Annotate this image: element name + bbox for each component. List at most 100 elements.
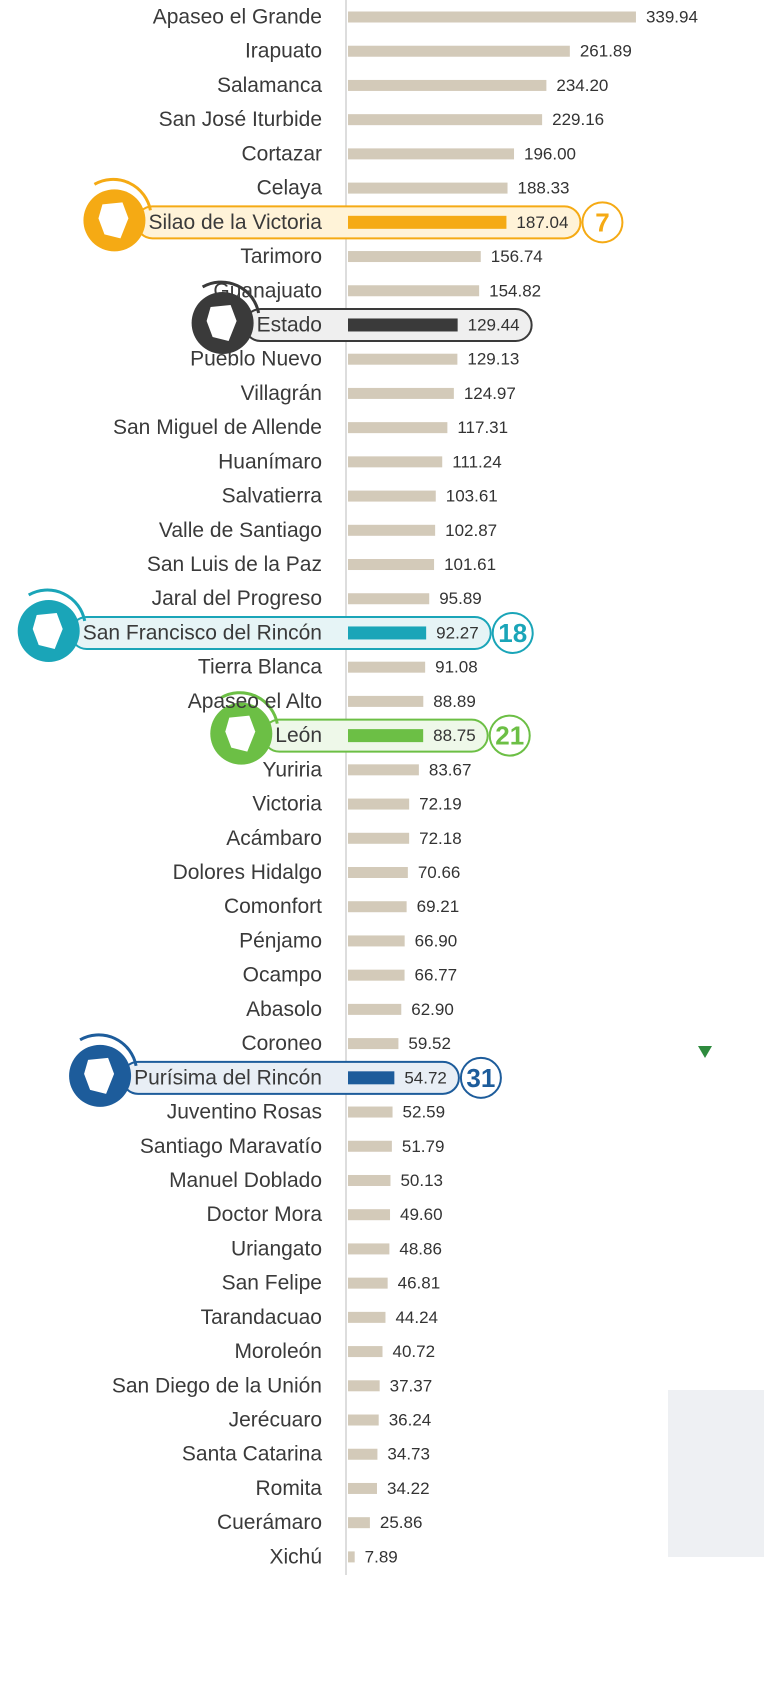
category-label: San Luis de la Paz bbox=[147, 553, 322, 576]
value-label: 69.21 bbox=[417, 897, 460, 916]
category-label: Villagrán bbox=[241, 382, 322, 405]
value-label: 154.82 bbox=[489, 281, 541, 300]
category-label: Victoria bbox=[252, 793, 322, 816]
value-label: 37.37 bbox=[390, 1376, 433, 1395]
bar bbox=[348, 1003, 402, 1015]
value-label: 72.18 bbox=[419, 829, 462, 848]
value-label: 70.66 bbox=[418, 863, 461, 882]
category-label: San Miguel de Allende bbox=[113, 416, 322, 439]
category-label: Coroneo bbox=[241, 1032, 322, 1055]
value-label: 88.75 bbox=[433, 726, 476, 745]
icon-arc bbox=[220, 691, 279, 724]
bar bbox=[348, 798, 410, 810]
category-label: Pénjamo bbox=[239, 929, 322, 952]
category-label: Celaya bbox=[257, 177, 323, 200]
value-label: 34.22 bbox=[387, 1479, 430, 1498]
category-label: Comonfort bbox=[224, 895, 322, 918]
category-label: Xichú bbox=[269, 1545, 322, 1568]
category-label: Salvatierra bbox=[222, 485, 323, 508]
category-label: Ocampo bbox=[243, 964, 322, 987]
category-label: Estado bbox=[257, 313, 322, 336]
value-label: 339.94 bbox=[646, 8, 698, 27]
value-label: 124.97 bbox=[464, 384, 516, 403]
bar bbox=[348, 1071, 395, 1085]
value-label: 88.89 bbox=[433, 692, 476, 711]
bar bbox=[348, 215, 507, 229]
value-label: 103.61 bbox=[446, 487, 498, 506]
value-label: 95.89 bbox=[439, 589, 482, 608]
category-label: León bbox=[275, 724, 322, 747]
bar bbox=[348, 661, 426, 673]
bar bbox=[348, 182, 508, 194]
value-label: 54.72 bbox=[404, 1068, 447, 1087]
category-label: San Francisco del Rincón bbox=[83, 621, 322, 644]
bar bbox=[348, 1209, 391, 1221]
bar bbox=[348, 1517, 370, 1529]
category-label: Silao de la Victoria bbox=[148, 211, 322, 234]
icon-shape bbox=[206, 304, 237, 341]
value-label: 44.24 bbox=[395, 1308, 438, 1327]
value-label: 111.24 bbox=[452, 452, 501, 471]
category-label: Apaseo el Grande bbox=[153, 6, 322, 29]
value-label: 66.77 bbox=[415, 966, 458, 985]
rank-label: 7 bbox=[595, 207, 609, 237]
category-label: Jaral del Progreso bbox=[152, 587, 322, 610]
value-label: 50.13 bbox=[400, 1171, 443, 1190]
category-label: Purísima del Rincón bbox=[134, 1066, 322, 1089]
icon-arc bbox=[93, 177, 152, 211]
icon-shape bbox=[225, 715, 256, 752]
rank-label: 18 bbox=[498, 618, 527, 648]
bar bbox=[348, 11, 636, 23]
rank-label: 31 bbox=[466, 1063, 495, 1093]
bar bbox=[348, 832, 410, 844]
bar bbox=[348, 1414, 379, 1426]
value-label: 52.59 bbox=[403, 1103, 446, 1122]
category-label: Tarandacuao bbox=[201, 1306, 322, 1329]
bar bbox=[348, 1380, 380, 1392]
icon-arc bbox=[201, 280, 261, 314]
bar bbox=[348, 1038, 399, 1050]
bar bbox=[348, 79, 547, 91]
bar bbox=[348, 935, 405, 947]
bar bbox=[348, 318, 458, 332]
category-label: Romita bbox=[255, 1477, 322, 1500]
bar bbox=[348, 1140, 392, 1152]
category-label: Huanímaro bbox=[218, 450, 322, 473]
bar bbox=[348, 1346, 383, 1358]
bar bbox=[348, 1174, 391, 1186]
value-label: 62.90 bbox=[411, 1000, 454, 1019]
value-label: 196.00 bbox=[524, 144, 576, 163]
category-label: San Felipe bbox=[222, 1272, 322, 1295]
value-label: 40.72 bbox=[392, 1342, 435, 1361]
category-label: Santiago Maravatío bbox=[140, 1135, 322, 1158]
value-label: 7.89 bbox=[365, 1547, 398, 1566]
category-label: Valle de Santiago bbox=[159, 519, 322, 542]
category-label: Cortazar bbox=[241, 142, 322, 165]
category-label: Doctor Mora bbox=[206, 1203, 322, 1226]
value-label: 48.86 bbox=[399, 1239, 442, 1258]
category-label: Abasolo bbox=[246, 998, 322, 1021]
value-label: 91.08 bbox=[435, 658, 478, 677]
bar bbox=[348, 1482, 377, 1494]
value-label: 49.60 bbox=[400, 1205, 443, 1224]
category-label: Jerécuaro bbox=[229, 1409, 322, 1432]
bar bbox=[348, 969, 405, 981]
marker bbox=[698, 1046, 712, 1058]
category-label: Yuriria bbox=[262, 758, 322, 781]
value-label: 83.67 bbox=[429, 760, 472, 779]
icon-shape bbox=[84, 1057, 115, 1094]
category-label: Apaseo el Alto bbox=[188, 690, 322, 713]
category-label: Pueblo Nuevo bbox=[190, 348, 322, 371]
icon-shape bbox=[32, 612, 63, 649]
bar bbox=[348, 456, 443, 468]
category-label: Juventino Rosas bbox=[167, 1101, 322, 1124]
value-label: 72.19 bbox=[419, 795, 462, 814]
category-label: Tarimoro bbox=[240, 245, 322, 268]
category-label: Acámbaro bbox=[226, 827, 322, 850]
icon-shape bbox=[98, 202, 129, 239]
bar bbox=[348, 45, 570, 57]
value-label: 25.86 bbox=[380, 1513, 423, 1532]
bar bbox=[348, 593, 430, 605]
value-label: 102.87 bbox=[445, 521, 497, 540]
